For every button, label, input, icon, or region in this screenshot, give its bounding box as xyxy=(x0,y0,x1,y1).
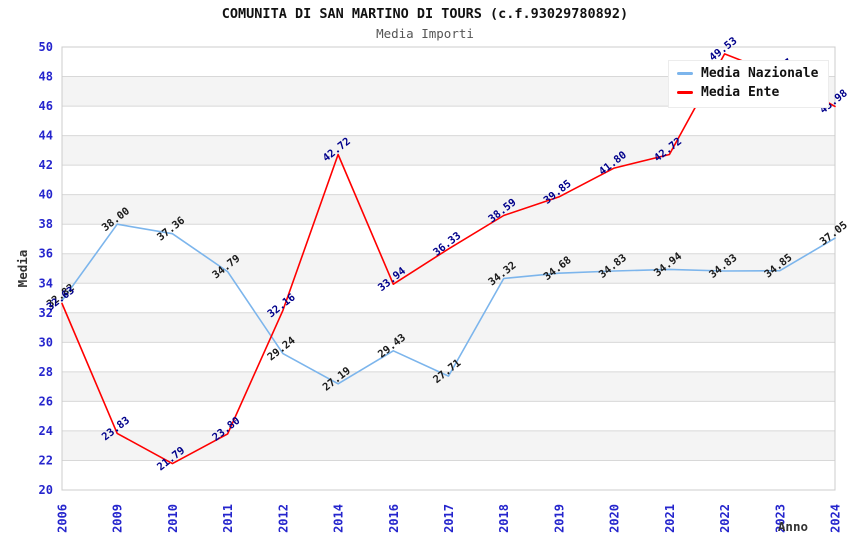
y-tick-label: 32 xyxy=(39,306,53,320)
plot-band xyxy=(62,253,835,284)
x-tick-label: 2018 xyxy=(497,504,511,533)
legend-item-label: Media Nazionale xyxy=(701,66,819,81)
x-tick-label: 2009 xyxy=(111,504,125,533)
x-tick-label: 2019 xyxy=(552,504,566,533)
y-tick-label: 20 xyxy=(39,483,53,497)
y-tick-label: 42 xyxy=(39,158,53,172)
x-tick-label: 2011 xyxy=(221,504,235,533)
chart-subtitle: Media Importi xyxy=(376,26,474,41)
plot-band xyxy=(62,135,835,166)
plot-band xyxy=(62,312,835,343)
y-tick-label: 38 xyxy=(39,217,53,231)
legend-item-media-ente[interactable]: Media Ente xyxy=(677,85,818,100)
y-tick-label: 40 xyxy=(39,188,53,202)
legend-item-label: Media Ente xyxy=(701,85,780,100)
y-tick-label: 24 xyxy=(39,424,53,438)
y-tick-label: 30 xyxy=(39,335,53,349)
x-tick-label: 2014 xyxy=(332,504,346,533)
plot-band xyxy=(62,430,835,461)
y-tick-label: 28 xyxy=(39,365,53,379)
x-tick-label: 2010 xyxy=(166,504,180,533)
x-tick-label: 2006 xyxy=(56,504,70,533)
y-tick-label: 48 xyxy=(39,70,53,84)
plot-border xyxy=(61,46,836,491)
chart-title: COMUNITA DI SAN MARTINO DI TOURS (c.f.93… xyxy=(221,6,629,22)
legend: Media Nazionale Media Ente xyxy=(668,60,830,108)
y-tick-label: 50 xyxy=(39,40,53,54)
x-tick-label: 2012 xyxy=(276,504,290,533)
y-tick-label: 36 xyxy=(39,247,53,261)
x-tick-label: 2017 xyxy=(442,504,456,533)
media-nazionale-swatch-icon xyxy=(677,72,693,75)
y-tick-label: 44 xyxy=(39,129,53,143)
x-tick-label: 2020 xyxy=(608,504,622,533)
y-tick-label: 26 xyxy=(39,394,53,408)
y-tick-label: 22 xyxy=(39,453,53,467)
media-ente-swatch-icon xyxy=(677,91,693,94)
x-tick-label: 2022 xyxy=(718,504,732,533)
x-tick-label: 2023 xyxy=(773,504,787,533)
x-tick-label: 2016 xyxy=(387,504,401,533)
x-tick-label: 2024 xyxy=(829,504,843,533)
y-tick-label: 46 xyxy=(39,99,53,113)
y-axis-title: Media xyxy=(15,250,30,288)
x-axis-title: Anno xyxy=(778,519,808,534)
plot-band xyxy=(62,194,835,225)
x-tick-label: 2021 xyxy=(663,504,677,533)
series-line-media-nazionale xyxy=(61,223,836,385)
legend-item-media-nazionale[interactable]: Media Nazionale xyxy=(677,66,818,81)
y-tick-label: 34 xyxy=(39,276,53,290)
